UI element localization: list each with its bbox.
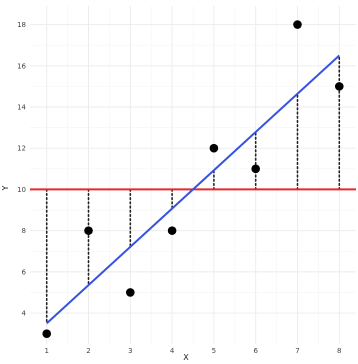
y-axis-title: Y xyxy=(1,185,10,191)
y-tick-label: 12 xyxy=(17,145,26,153)
y-tick-label: 8 xyxy=(22,227,26,235)
data-point xyxy=(209,143,219,153)
data-point xyxy=(251,164,260,174)
data-point xyxy=(167,226,177,235)
y-tick-label: 6 xyxy=(22,268,27,276)
y-tick-label: 14 xyxy=(17,103,26,111)
x-tick-label: 1 xyxy=(44,347,48,355)
x-tick-label: 4 xyxy=(170,347,175,355)
x-axis-tick-labels: 1 2 3 4 5 6 7 8 xyxy=(44,347,341,355)
reference-lines xyxy=(30,54,356,325)
x-tick-label: 8 xyxy=(337,347,341,355)
y-tick-label: 10 xyxy=(17,186,26,194)
x-tick-label: 6 xyxy=(253,347,258,355)
x-tick-label: 2 xyxy=(86,347,90,355)
y-tick-label: 16 xyxy=(17,62,26,70)
y-axis-tick-labels: 4 6 8 10 12 14 16 18 xyxy=(17,21,26,318)
x-tick-label: 7 xyxy=(295,347,299,355)
x-tick-label: 5 xyxy=(212,347,216,355)
residual-segments xyxy=(45,54,341,325)
data-point xyxy=(84,226,93,235)
data-point xyxy=(293,20,302,29)
data-point xyxy=(42,329,52,338)
data-points xyxy=(42,20,344,338)
x-axis-title: X xyxy=(183,353,189,362)
x-tick-label: 3 xyxy=(128,347,132,355)
data-point xyxy=(126,288,135,297)
minor-gridlines xyxy=(30,6,356,344)
y-tick-label: 4 xyxy=(22,310,27,318)
y-tick-label: 18 xyxy=(17,21,26,29)
data-point xyxy=(334,82,344,91)
regression-line xyxy=(46,54,340,325)
